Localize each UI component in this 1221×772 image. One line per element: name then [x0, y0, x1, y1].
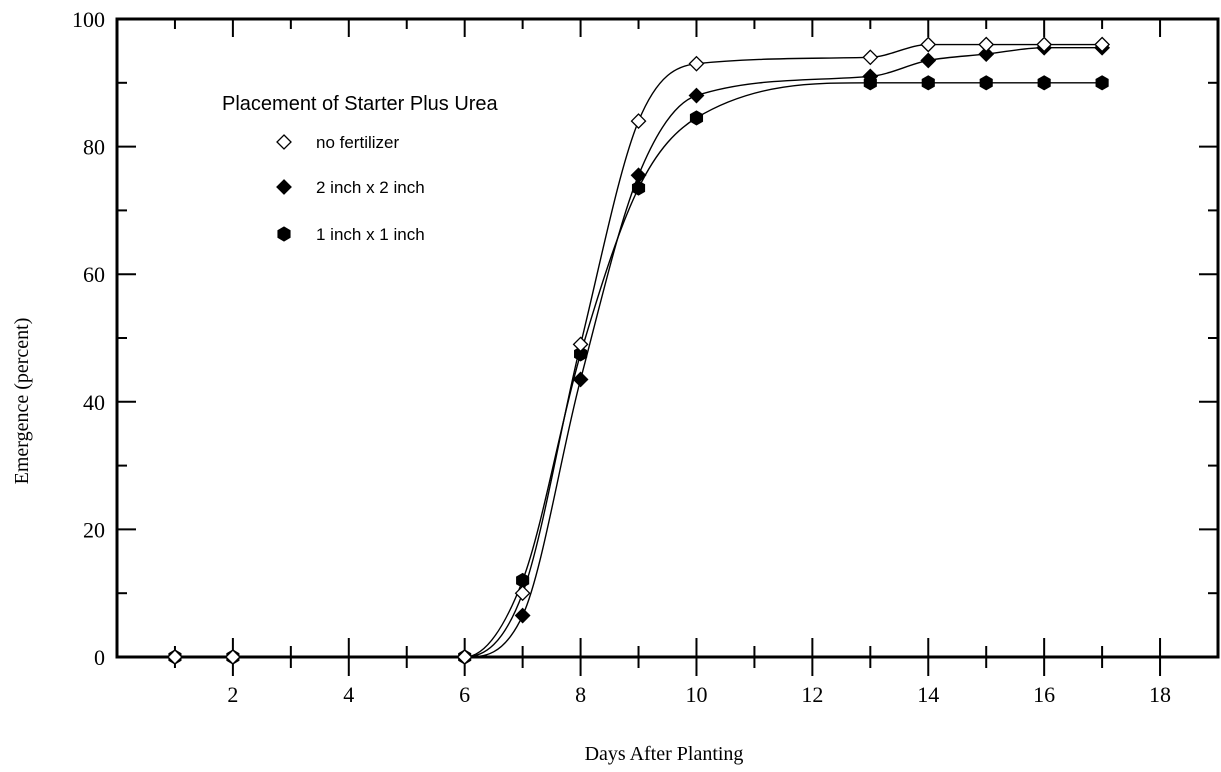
data-point-series-1	[862, 68, 879, 85]
data-point-series-2	[689, 110, 704, 126]
x-axis-title: Days After Planting	[585, 743, 744, 765]
y-tick-label: 80	[83, 135, 105, 160]
data-point-series-2	[1037, 75, 1051, 91]
y-tick-label: 20	[83, 517, 105, 542]
x-tick-label: 4	[343, 682, 354, 707]
series-lines	[174, 43, 1103, 658]
data-point-series-2	[574, 346, 588, 362]
series-line-2	[174, 82, 1103, 658]
data-point-series-2	[631, 180, 646, 196]
data-point-series-0	[978, 36, 995, 53]
x-tick-label: 16	[1033, 682, 1055, 707]
y-tick-label: 60	[83, 262, 105, 287]
series-markers	[167, 36, 1111, 665]
legend-marker-0	[276, 134, 292, 150]
x-tick-label: 10	[685, 682, 707, 707]
x-tick-label: 12	[801, 682, 823, 707]
data-point-series-1	[688, 87, 705, 104]
data-point-series-2	[921, 75, 935, 91]
data-point-series-1	[920, 52, 937, 69]
data-point-series-1	[630, 167, 647, 184]
legend-title: Placement of Starter Plus Urea	[222, 93, 499, 115]
data-point-series-2	[1095, 75, 1109, 91]
x-tick-label: 8	[575, 682, 586, 707]
legend-marker-2	[277, 226, 291, 242]
x-tick-label: 2	[227, 682, 238, 707]
data-point-series-0	[514, 585, 531, 602]
data-point-series-0	[572, 336, 589, 353]
data-point-series-0	[1036, 36, 1053, 53]
legend-label-0: no fertilizer	[316, 133, 399, 152]
data-point-series-1	[978, 46, 995, 63]
y-axis-title: Emergence (percent)	[11, 318, 33, 485]
data-point-series-0	[920, 36, 937, 53]
data-point-series-0	[688, 55, 705, 72]
series-line-0	[174, 43, 1103, 658]
legend: Placement of Starter Plus Urea no fertil…	[222, 93, 499, 244]
x-tick-label: 6	[459, 682, 470, 707]
y-tick-label: 40	[83, 390, 105, 415]
data-point-series-2	[979, 75, 993, 91]
legend-label-2: 1 inch x 1 inch	[316, 225, 425, 244]
data-point-series-1	[514, 607, 531, 624]
data-point-series-0	[224, 649, 241, 665]
x-tick-label: 14	[917, 682, 939, 707]
legend-marker-1	[276, 179, 292, 195]
data-point-series-0	[167, 649, 183, 665]
y-tick-label: 0	[94, 645, 105, 670]
data-point-series-0	[1094, 36, 1111, 53]
data-point-series-1	[572, 371, 589, 388]
x-tick-label: 18	[1149, 682, 1171, 707]
y-tick-label: 100	[72, 7, 105, 32]
data-point-series-0	[862, 49, 879, 66]
ticks: 2 4 6 8 10 12 14 16 18 0 20 40 60 80 100	[72, 7, 1218, 707]
legend-label-1: 2 inch x 2 inch	[316, 178, 425, 197]
data-point-series-0	[630, 113, 647, 129]
data-point-series-0	[456, 649, 473, 665]
series-line-1	[174, 47, 1103, 658]
